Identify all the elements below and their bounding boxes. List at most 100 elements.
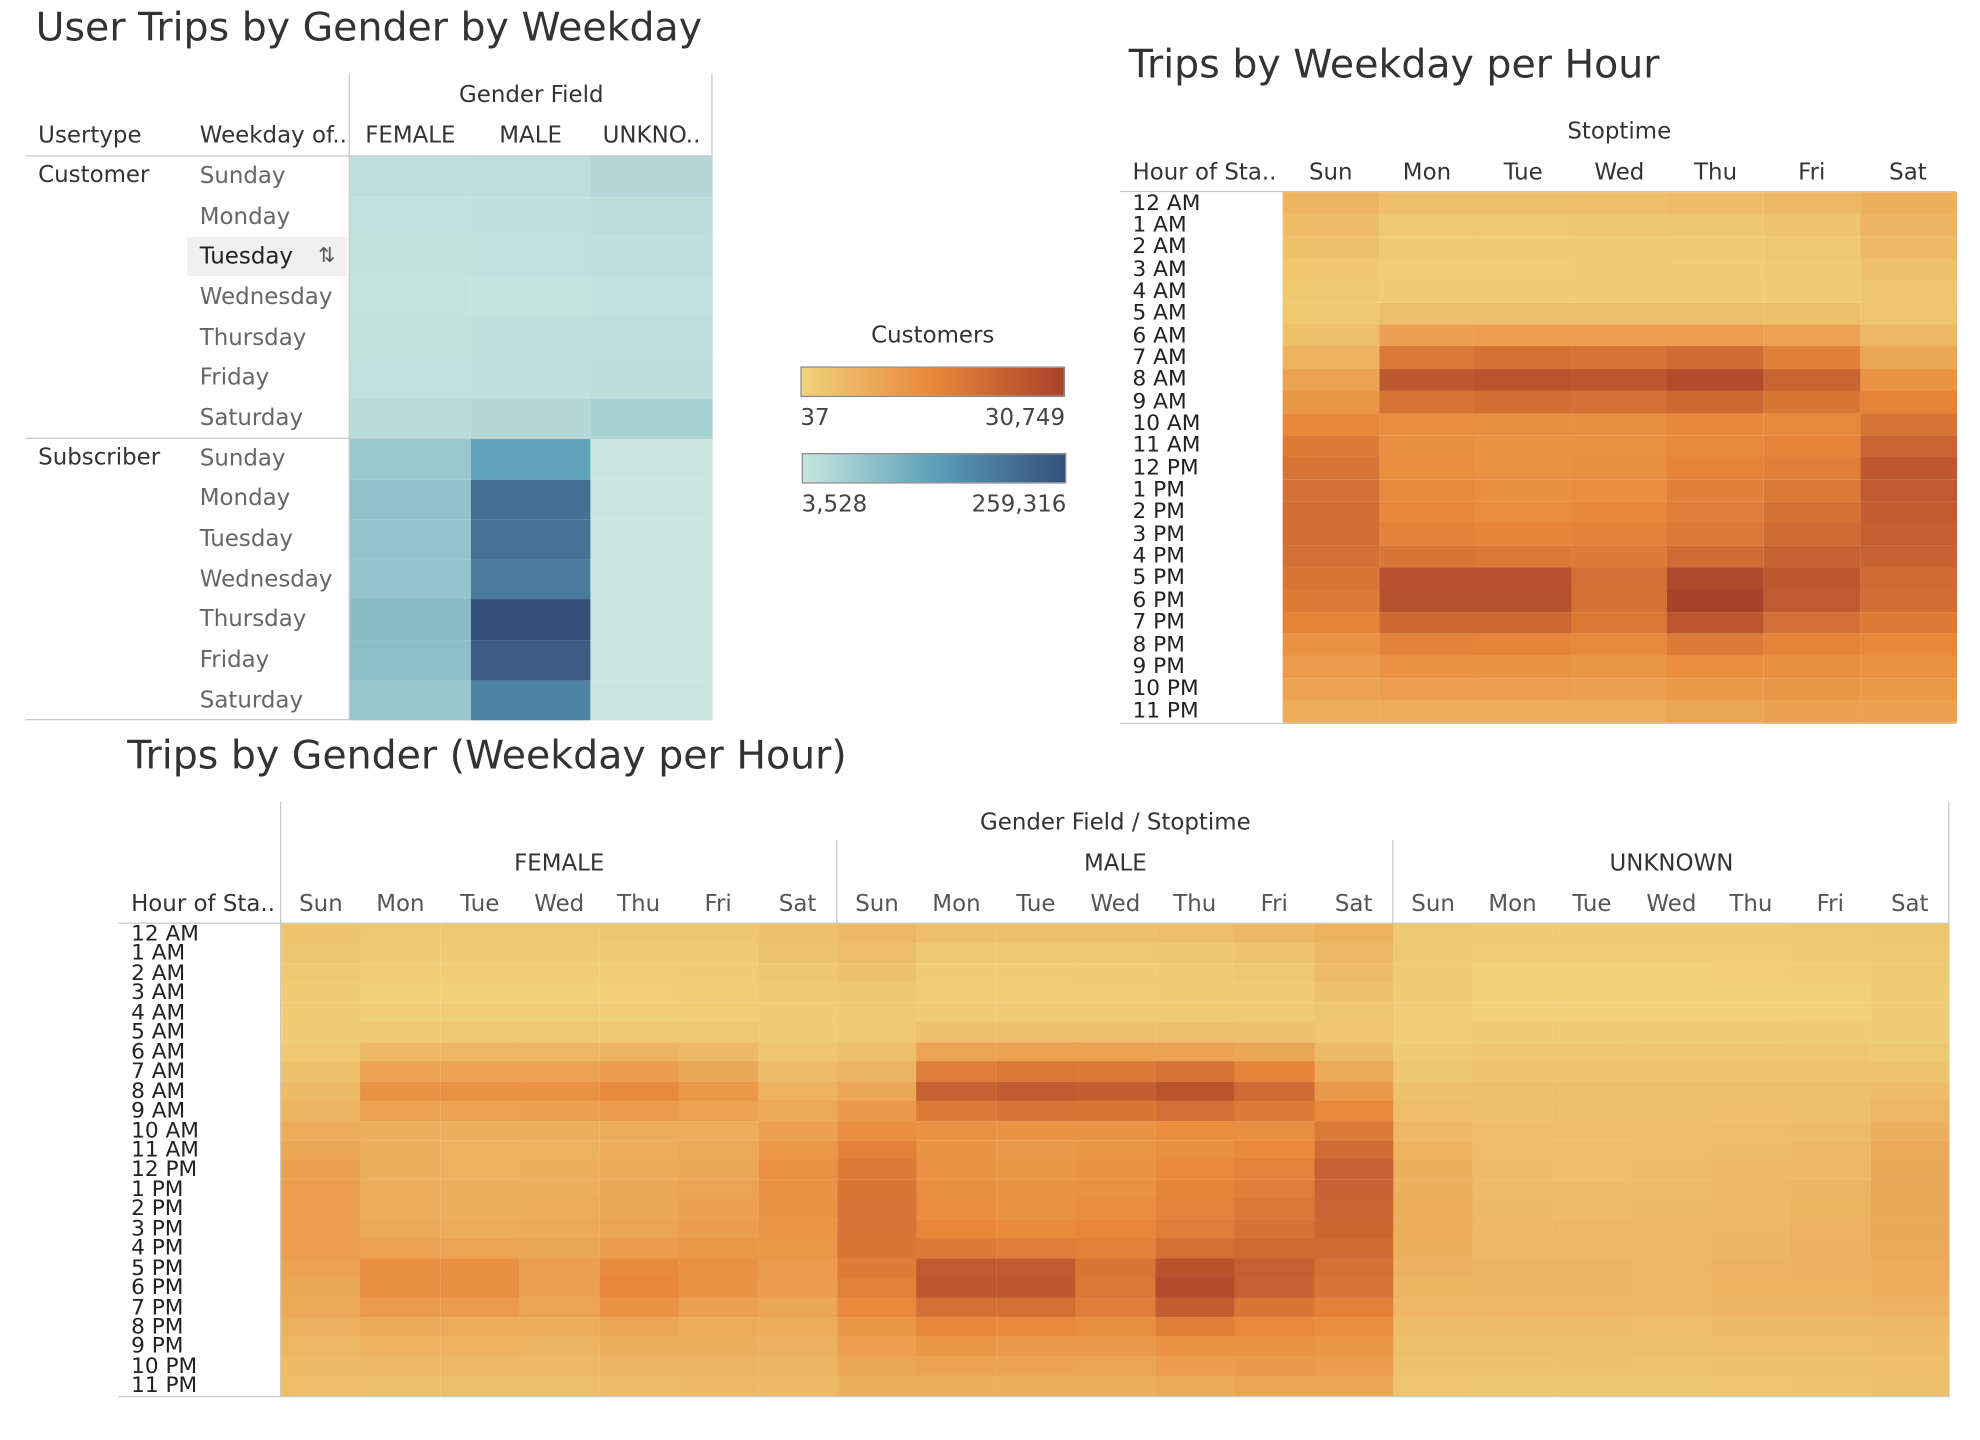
p3-cell-female-3pm-wed[interactable]: [519, 1218, 600, 1240]
p3-cell-male-4pm-wed[interactable]: [1075, 1238, 1156, 1259]
p2-hour-11am[interactable]: 11 AM: [1132, 433, 1201, 459]
p3-cell-male-5pm-sat[interactable]: [1313, 1258, 1395, 1279]
p3-cell-female-3am-mon[interactable]: [360, 982, 441, 1004]
p2-cell-8pm-mon[interactable]: [1378, 633, 1476, 657]
p3-cell-unknown-2am-mon[interactable]: [1472, 963, 1553, 984]
p1-cell-subscriber-wednesday-female[interactable]: [349, 559, 471, 601]
p3-cell-female-8am-sun[interactable]: [281, 1081, 362, 1102]
p3-cell-female-11pm-fri[interactable]: [678, 1376, 759, 1397]
p2-cell-9pm-mon[interactable]: [1378, 655, 1476, 679]
p3-cell-male-1am-sat[interactable]: [1313, 943, 1395, 964]
p3-cell-male-1pm-mon[interactable]: [916, 1179, 997, 1200]
p3-cell-female-10am-sun[interactable]: [281, 1120, 362, 1141]
p2-cell-4am-wed[interactable]: [1571, 280, 1669, 304]
p3-cell-male-5pm-tue[interactable]: [996, 1258, 1077, 1279]
p3-cell-unknown-3pm-fri[interactable]: [1790, 1218, 1871, 1240]
p3-cell-unknown-1pm-sat[interactable]: [1870, 1179, 1951, 1200]
p3-cell-male-9pm-sun[interactable]: [837, 1336, 918, 1357]
p3-cell-male-3pm-wed[interactable]: [1075, 1218, 1156, 1240]
p3-cell-male-8am-wed[interactable]: [1075, 1081, 1156, 1102]
p1-cell-customer-friday-unknown[interactable]: [590, 357, 713, 399]
p2-hour-3am[interactable]: 3 AM: [1132, 256, 1187, 282]
p3-cell-male-7am-thu[interactable]: [1155, 1061, 1236, 1082]
p3-cell-unknown-7am-thu[interactable]: [1711, 1061, 1792, 1082]
p3-hour-2pm[interactable]: 2 PM: [131, 1196, 184, 1222]
subscriber-weekday-friday[interactable]: Friday: [199, 646, 270, 674]
p3-day-female-wed[interactable]: Wed: [534, 890, 585, 918]
p3-cell-female-6pm-thu[interactable]: [598, 1277, 680, 1298]
p2-day-wed[interactable]: Wed: [1594, 159, 1645, 186]
p3-cell-unknown-5pm-mon[interactable]: [1472, 1258, 1553, 1279]
subscriber-weekday-wednesday[interactable]: Wednesday: [199, 566, 333, 593]
p1-cell-customer-thursday-male[interactable]: [470, 317, 591, 358]
p3-cell-male-3pm-tue[interactable]: [996, 1218, 1077, 1240]
p3-cell-unknown-3pm-wed[interactable]: [1631, 1218, 1712, 1240]
p1-cell-customer-saturday-unknown[interactable]: [590, 397, 713, 439]
p2-cell-12pm-tue[interactable]: [1475, 457, 1572, 480]
p2-cell-2am-wed[interactable]: [1571, 236, 1669, 259]
p3-day-female-fri[interactable]: Fri: [704, 890, 732, 918]
p2-cell-11am-tue[interactable]: [1475, 434, 1572, 458]
p2-cell-11pm-wed[interactable]: [1571, 699, 1669, 723]
p3-cell-female-2pm-sat[interactable]: [757, 1199, 838, 1220]
p2-cell-6pm-sun[interactable]: [1282, 589, 1380, 613]
p3-cell-male-4pm-sat[interactable]: [1313, 1238, 1395, 1259]
p3-cell-male-12am-sun[interactable]: [837, 923, 918, 945]
p3-cell-female-4am-tue[interactable]: [440, 1002, 521, 1023]
p3-cell-male-5am-tue[interactable]: [996, 1022, 1077, 1043]
p3-cell-female-6am-fri[interactable]: [678, 1041, 759, 1063]
p3-cell-male-5pm-sun[interactable]: [837, 1258, 918, 1279]
p3-cell-unknown-2pm-wed[interactable]: [1631, 1199, 1712, 1220]
customer-weekday-saturday[interactable]: Saturday: [199, 404, 304, 432]
p3-cell-male-11am-tue[interactable]: [996, 1140, 1077, 1161]
p3-cell-unknown-7pm-sun[interactable]: [1393, 1297, 1474, 1318]
p2-cell-7am-sun[interactable]: [1282, 346, 1380, 370]
p3-cell-female-12pm-thu[interactable]: [598, 1159, 680, 1181]
p2-hour-7pm[interactable]: 7 PM: [1132, 609, 1185, 636]
p3-cell-male-11am-sun[interactable]: [837, 1140, 918, 1161]
p3-cell-unknown-6pm-fri[interactable]: [1790, 1277, 1871, 1298]
p3-cell-male-11pm-tue[interactable]: [996, 1376, 1077, 1397]
p3-cell-unknown-12pm-tue[interactable]: [1552, 1159, 1633, 1181]
p3-hour-5am[interactable]: 5 AM: [131, 1019, 186, 1046]
p2-cell-8am-mon[interactable]: [1378, 368, 1476, 392]
p2-cell-7am-thu[interactable]: [1667, 346, 1765, 370]
p2-day-tue[interactable]: Tue: [1503, 159, 1543, 186]
p3-hour-2am[interactable]: 2 AM: [131, 960, 186, 987]
p3-cell-unknown-5am-sun[interactable]: [1393, 1022, 1474, 1043]
p2-cell-11am-fri[interactable]: [1763, 434, 1861, 458]
p2-cell-3pm-mon[interactable]: [1378, 523, 1476, 547]
p3-cell-female-7pm-mon[interactable]: [360, 1297, 441, 1318]
p2-hour-5pm[interactable]: 5 PM: [1132, 565, 1185, 591]
p3-cell-male-2am-mon[interactable]: [916, 963, 997, 984]
p2-cell-9pm-thu[interactable]: [1667, 655, 1765, 679]
p2-cell-12pm-sun[interactable]: [1282, 457, 1380, 480]
p3-cell-unknown-5am-thu[interactable]: [1711, 1022, 1792, 1043]
p3-cell-unknown-7am-tue[interactable]: [1552, 1061, 1633, 1082]
p3-cell-unknown-9pm-fri[interactable]: [1790, 1336, 1871, 1357]
p3-cell-male-8am-fri[interactable]: [1234, 1081, 1315, 1102]
p2-cell-12pm-sat[interactable]: [1859, 457, 1957, 480]
p3-cell-male-4pm-mon[interactable]: [916, 1238, 997, 1259]
p3-cell-female-4am-thu[interactable]: [598, 1002, 680, 1023]
p3-cell-male-2pm-tue[interactable]: [996, 1199, 1077, 1220]
p3-cell-male-10am-wed[interactable]: [1075, 1120, 1156, 1141]
p3-cell-unknown-4am-sat[interactable]: [1870, 1002, 1951, 1023]
p3-cell-male-2pm-sun[interactable]: [837, 1199, 918, 1220]
p3-cell-male-11am-wed[interactable]: [1075, 1140, 1156, 1161]
p3-cell-female-9am-wed[interactable]: [519, 1100, 600, 1122]
p2-cell-7am-sat[interactable]: [1859, 346, 1957, 370]
p1-cell-subscriber-tuesday-unknown[interactable]: [590, 519, 713, 560]
p2-hour-2am[interactable]: 2 AM: [1132, 234, 1187, 260]
p3-cell-unknown-7pm-mon[interactable]: [1472, 1297, 1553, 1318]
p2-cell-2pm-tue[interactable]: [1475, 501, 1572, 524]
p2-cell-8pm-thu[interactable]: [1667, 633, 1765, 657]
p2-cell-12am-tue[interactable]: [1475, 192, 1572, 215]
p2-cell-1pm-sun[interactable]: [1282, 479, 1380, 502]
p3-cell-male-6pm-tue[interactable]: [996, 1277, 1077, 1298]
p3-cell-unknown-12am-sat[interactable]: [1870, 923, 1951, 945]
p2-hour-4am[interactable]: 4 AM: [1132, 278, 1187, 304]
p3-cell-unknown-1pm-mon[interactable]: [1472, 1179, 1553, 1200]
p3-cell-unknown-6am-mon[interactable]: [1472, 1041, 1553, 1063]
p3-cell-unknown-3am-tue[interactable]: [1552, 982, 1633, 1004]
